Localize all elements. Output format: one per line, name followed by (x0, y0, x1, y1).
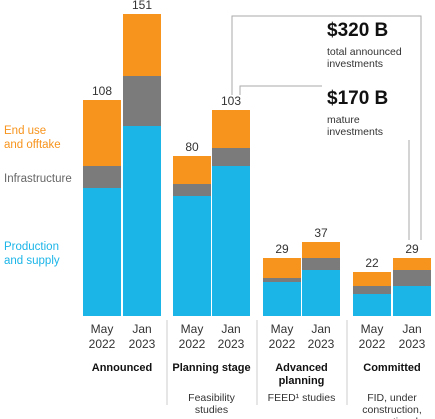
x-tick-label: Jan 2023 (307, 322, 335, 351)
bar-segment (83, 100, 121, 166)
total-label: 22 (365, 256, 379, 270)
annotation-text: mature investments (327, 114, 384, 138)
bar-segment (212, 110, 250, 148)
annotation-box (322, 20, 418, 140)
bar-segment (302, 270, 340, 316)
bar-segment (302, 242, 340, 258)
legend-label: Infrastructure (4, 173, 72, 185)
bar-segment (353, 294, 391, 316)
total-label: 80 (185, 140, 199, 154)
total-label: 29 (405, 242, 419, 256)
total-label: 108 (92, 84, 112, 98)
bar-segment (263, 278, 301, 282)
annotation-text: total announced investments (327, 46, 402, 70)
bar-segment (123, 126, 161, 316)
legend-label: End use and offtake (4, 125, 61, 151)
group-label: Announced (91, 362, 153, 374)
x-tick-label: May 2022 (358, 322, 386, 351)
bar-segment (173, 184, 211, 196)
total-label: 37 (314, 226, 328, 240)
bar-segment (263, 258, 301, 278)
bar-segment (212, 166, 250, 316)
group-label: Advanced planning (275, 362, 328, 387)
bar-segment (263, 282, 301, 316)
x-tick-label: Jan 2023 (217, 322, 245, 351)
annotation-value: $320 B (327, 20, 389, 41)
bracket-line (231, 15, 422, 240)
total-label: 103 (221, 94, 241, 108)
bar-segment (83, 166, 121, 188)
bar-segment (173, 156, 211, 184)
x-tick-label: May 2022 (88, 322, 116, 351)
x-tick-label: Jan 2023 (398, 322, 426, 351)
bar-segment (173, 196, 211, 316)
group-note: FID, under construction, operational (362, 392, 422, 419)
bar-segment (123, 14, 161, 76)
legend-label: Production and supply (4, 241, 60, 267)
total-label: 151 (132, 0, 152, 12)
x-tick-label: May 2022 (268, 322, 296, 351)
group-label: Committed (363, 362, 421, 374)
bar-segment (302, 258, 340, 270)
x-tick-label: May 2022 (178, 322, 206, 351)
group-label: Planning stage (172, 362, 251, 374)
bar-segment (353, 286, 391, 294)
bar-segment (353, 272, 391, 286)
group-note: FEED¹ studies (267, 392, 336, 404)
bar-segment (123, 76, 161, 126)
annotation-value: $170 B (327, 88, 389, 109)
bar-segment (393, 258, 431, 270)
x-tick-label: Jan 2023 (128, 322, 156, 351)
bar-segment (212, 148, 250, 166)
bar-segment (83, 188, 121, 316)
bar-segment (393, 270, 431, 286)
group-note: Feasibility studies (188, 392, 235, 416)
bar-segment (393, 286, 431, 316)
total-label: 29 (275, 242, 289, 256)
